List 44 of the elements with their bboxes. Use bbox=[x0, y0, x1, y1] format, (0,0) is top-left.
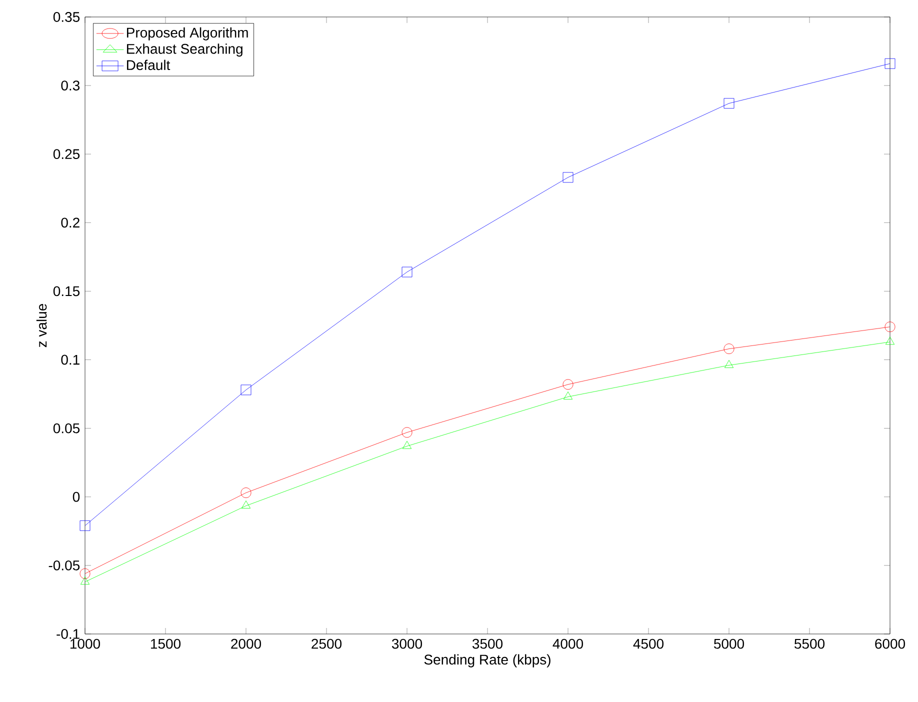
x-tick-label: 4000 bbox=[552, 638, 584, 649]
x-tick-label: 5000 bbox=[714, 638, 744, 649]
point bbox=[884, 322, 896, 332]
point bbox=[724, 360, 734, 368]
y-tick-label: 0.25 bbox=[53, 149, 80, 160]
point bbox=[80, 568, 90, 579]
point bbox=[562, 172, 574, 183]
x-axis-title: Sending Rate (kbps) bbox=[424, 654, 550, 668]
x-tick-label: 4500 bbox=[633, 638, 664, 649]
point bbox=[240, 384, 252, 396]
y-tick-label: 0.35 bbox=[53, 12, 80, 22]
point bbox=[241, 500, 251, 508]
x-tick-label: 1500 bbox=[151, 638, 181, 649]
point bbox=[724, 98, 734, 109]
point bbox=[884, 58, 896, 69]
x-tick-label: 5500 bbox=[794, 638, 825, 649]
x-tick-label: 1000 bbox=[70, 638, 100, 649]
point bbox=[80, 576, 90, 585]
x-tick-label: 3500 bbox=[472, 638, 503, 649]
y-tick-label: 0.05 bbox=[53, 423, 80, 434]
x-tick-label: 3000 bbox=[392, 638, 422, 649]
legend-label: Exhaust Searching bbox=[127, 44, 242, 57]
y-tick-label: 0.15 bbox=[53, 286, 80, 296]
point bbox=[402, 440, 412, 449]
y-tick-label: -0.05 bbox=[48, 560, 80, 570]
point bbox=[240, 488, 252, 498]
point bbox=[885, 336, 895, 345]
legend-label: Proposed Algorithm bbox=[127, 27, 248, 40]
legend-label: Default bbox=[127, 60, 170, 70]
point bbox=[80, 520, 90, 531]
y-tick-label: -0.1 bbox=[56, 629, 80, 639]
x-tick-label: 2500 bbox=[312, 638, 342, 649]
y-tick-label: 0.3 bbox=[61, 80, 80, 90]
y-tick-label: 0 bbox=[72, 492, 80, 502]
y-axis-title: z value bbox=[36, 304, 47, 348]
y-tick-label: 0.2 bbox=[61, 218, 80, 228]
y-tick-label: 0.1 bbox=[61, 354, 80, 365]
point bbox=[724, 344, 734, 354]
point bbox=[562, 379, 574, 390]
point bbox=[402, 266, 412, 278]
x-tick-label: 6000 bbox=[875, 638, 906, 649]
point bbox=[563, 392, 573, 400]
point bbox=[402, 427, 412, 438]
x-tick-label: 2000 bbox=[231, 638, 262, 649]
